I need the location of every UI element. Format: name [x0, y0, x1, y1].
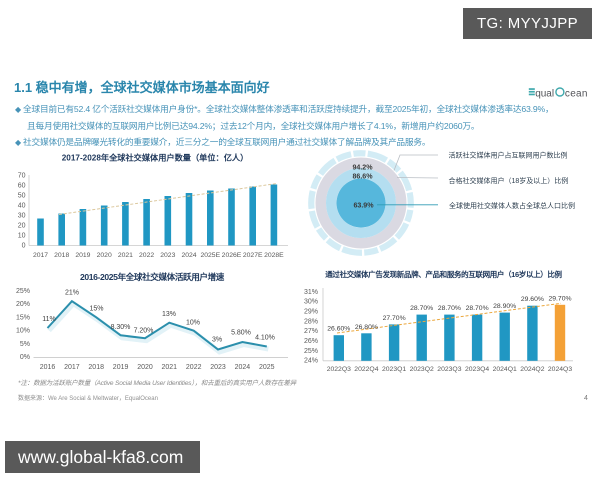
svg-text:2020: 2020 [137, 364, 153, 371]
svg-text:25%: 25% [304, 348, 318, 355]
svg-text:28.70%: 28.70% [466, 305, 489, 312]
svg-text:*注：数据为活跃账户数量（Active Social Med: *注：数据为活跃账户数量（Active Social Media User Id… [18, 379, 297, 387]
svg-text:2025: 2025 [259, 364, 275, 371]
svg-text:2024Q1: 2024Q1 [493, 366, 517, 373]
svg-text:2023: 2023 [210, 364, 226, 371]
svg-text:28%: 28% [304, 318, 318, 325]
svg-text:2022Q4: 2022Q4 [354, 366, 378, 373]
svg-text:2024Q2: 2024Q2 [520, 366, 544, 373]
svg-text:2018: 2018 [88, 364, 104, 371]
svg-text:29.60%: 29.60% [521, 296, 544, 303]
svg-text:2022: 2022 [186, 364, 202, 371]
svg-text:28.70%: 28.70% [438, 305, 461, 312]
svg-text:28.70%: 28.70% [410, 305, 433, 312]
svg-text:60: 60 [18, 182, 26, 189]
svg-text:27.70%: 27.70% [383, 315, 406, 322]
svg-text:2016-2025年全球社交媒体活跃用户增速: 2016-2025年全球社交媒体活跃用户增速 [80, 271, 225, 282]
svg-text:50: 50 [18, 192, 26, 199]
svg-text:29%: 29% [304, 309, 318, 316]
svg-text:全球使用社交媒体人数占全球总人口比例: 全球使用社交媒体人数占全球总人口比例 [449, 201, 575, 210]
svg-text:15%: 15% [16, 314, 30, 321]
svg-text:2028E: 2028E [264, 252, 284, 259]
svg-text:2016: 2016 [40, 364, 56, 371]
svg-text:31%: 31% [304, 289, 318, 296]
svg-text:21%: 21% [65, 290, 79, 297]
svg-text:2023Q4: 2023Q4 [465, 366, 489, 373]
svg-text:7.20%: 7.20% [134, 328, 154, 335]
svg-text:70: 70 [18, 172, 26, 179]
svg-text:2019: 2019 [75, 252, 90, 259]
svg-text:26.60%: 26.60% [327, 326, 350, 333]
svg-text:qual: qual [535, 88, 554, 99]
svg-text:数据来源：We Are Social & Meltwater: 数据来源：We Are Social & Meltwater，EqualOcea… [18, 394, 158, 402]
svg-text:2022: 2022 [139, 252, 154, 259]
svg-text:2021: 2021 [118, 252, 133, 259]
svg-text:2024: 2024 [181, 252, 196, 259]
svg-text:2023Q1: 2023Q1 [382, 366, 406, 373]
svg-text:5.80%: 5.80% [231, 330, 251, 337]
svg-text:27%: 27% [304, 328, 318, 335]
svg-text:2024Q3: 2024Q3 [548, 366, 572, 373]
svg-text:26.80%: 26.80% [355, 324, 378, 331]
svg-text:2017: 2017 [33, 252, 48, 259]
svg-text:20%: 20% [16, 301, 30, 308]
svg-text:2023Q2: 2023Q2 [410, 366, 434, 373]
svg-text:2021: 2021 [162, 364, 178, 371]
svg-text:2019: 2019 [113, 364, 129, 371]
svg-text:2023: 2023 [160, 252, 175, 259]
svg-text:0: 0 [22, 242, 26, 249]
svg-text:10%: 10% [186, 320, 200, 327]
svg-text:20: 20 [18, 222, 26, 229]
svg-text:4.10%: 4.10% [255, 335, 275, 342]
svg-text:2023Q3: 2023Q3 [437, 366, 461, 373]
svg-text:94.2%: 94.2% [352, 163, 373, 171]
svg-text:30%: 30% [304, 299, 318, 306]
svg-text:2025E: 2025E [200, 252, 220, 259]
svg-text:24%: 24% [304, 358, 318, 365]
svg-text:2018: 2018 [54, 252, 69, 259]
svg-text:40: 40 [18, 202, 26, 209]
svg-text:cean: cean [564, 88, 587, 99]
svg-text:2017: 2017 [64, 364, 80, 371]
svg-text:5%: 5% [20, 341, 30, 348]
svg-text:通过社交媒体广告发现新品牌、产品和服务的互联网用户（16岁以: 通过社交媒体广告发现新品牌、产品和服务的互联网用户（16岁以上）比例 [325, 269, 562, 279]
svg-text:10: 10 [18, 232, 26, 239]
svg-text:13%: 13% [162, 311, 176, 318]
svg-text:2027E: 2027E [243, 252, 263, 259]
svg-text:25%: 25% [16, 288, 30, 295]
svg-text:2017-2028年全球社交媒体用户数量（单位：亿人）: 2017-2028年全球社交媒体用户数量（单位：亿人） [62, 153, 249, 163]
svg-text:26%: 26% [304, 338, 318, 345]
svg-text:活跃社交媒体用户占互联网用户数比例: 活跃社交媒体用户占互联网用户数比例 [449, 151, 568, 160]
svg-text:2022Q3: 2022Q3 [327, 366, 351, 373]
svg-text:28.90%: 28.90% [493, 303, 516, 310]
svg-text:8.30%: 8.30% [111, 324, 131, 331]
svg-text:30: 30 [18, 212, 26, 219]
svg-text:2024: 2024 [235, 364, 251, 371]
svg-text:合格社交媒体用户（18岁及以上）比例: 合格社交媒体用户（18岁及以上）比例 [449, 176, 569, 185]
svg-text:29.70%: 29.70% [548, 295, 571, 302]
svg-text:11%: 11% [42, 316, 56, 323]
svg-text:63.9%: 63.9% [353, 201, 374, 209]
svg-text:3%: 3% [212, 337, 222, 344]
svg-text:10%: 10% [16, 328, 30, 335]
svg-text:15%: 15% [89, 306, 103, 313]
svg-text:2020: 2020 [97, 252, 112, 259]
svg-text:86.6%: 86.6% [352, 173, 373, 181]
svg-text:2026E: 2026E [222, 252, 242, 259]
svg-text:4: 4 [584, 395, 588, 402]
svg-text:0%: 0% [20, 354, 30, 361]
